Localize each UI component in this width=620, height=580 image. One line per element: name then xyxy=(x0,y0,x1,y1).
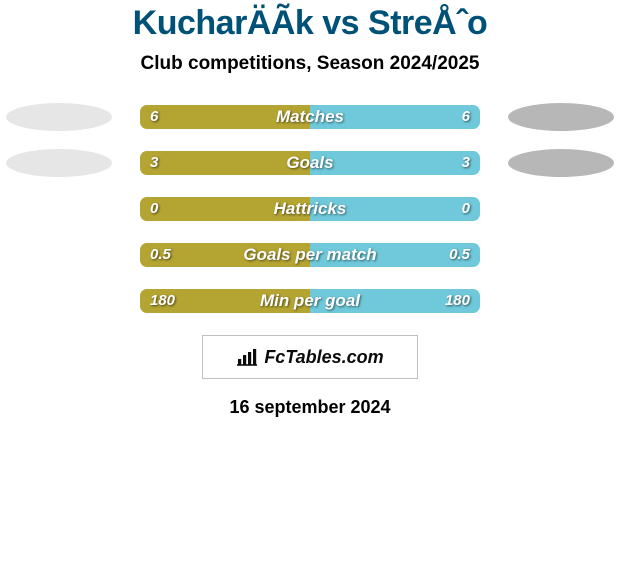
bar-left xyxy=(140,289,310,313)
bar-right xyxy=(310,289,480,313)
branding-text: FcTables.com xyxy=(264,347,383,368)
stat-row: Goals33 xyxy=(0,151,620,175)
stat-row: Hattricks00 xyxy=(0,197,620,221)
bar-right xyxy=(310,151,480,175)
bar-right xyxy=(310,197,480,221)
bar-right xyxy=(310,243,480,267)
bar-wrap xyxy=(140,289,480,313)
stat-row: Goals per match0.50.5 xyxy=(0,243,620,267)
bar-wrap xyxy=(140,243,480,267)
comparison-chart: Matches66 Goals33 Hattricks00 Goals per mat… xyxy=(0,105,620,313)
right-ellipse-icon xyxy=(508,149,614,177)
bar-wrap xyxy=(140,105,480,129)
bar-left xyxy=(140,105,310,129)
page-title: KucharÄÃ­k vs StreÅˆo xyxy=(0,4,620,43)
footer-date: 16 september 2024 xyxy=(0,397,620,418)
branding-logo: FcTables.com xyxy=(236,347,383,368)
right-ellipse-icon xyxy=(508,103,614,131)
bar-chart-icon xyxy=(236,348,258,366)
bar-left xyxy=(140,151,310,175)
bar-wrap xyxy=(140,197,480,221)
stat-row: Matches66 xyxy=(0,105,620,129)
bar-left xyxy=(140,197,310,221)
bar-right xyxy=(310,105,480,129)
left-ellipse-icon xyxy=(6,103,112,131)
left-ellipse-icon xyxy=(6,149,112,177)
page-subtitle: Club competitions, Season 2024/2025 xyxy=(0,53,620,75)
bar-wrap xyxy=(140,151,480,175)
stat-row: Min per goal180180 xyxy=(0,289,620,313)
bar-left xyxy=(140,243,310,267)
branding-box[interactable]: FcTables.com xyxy=(202,335,418,379)
